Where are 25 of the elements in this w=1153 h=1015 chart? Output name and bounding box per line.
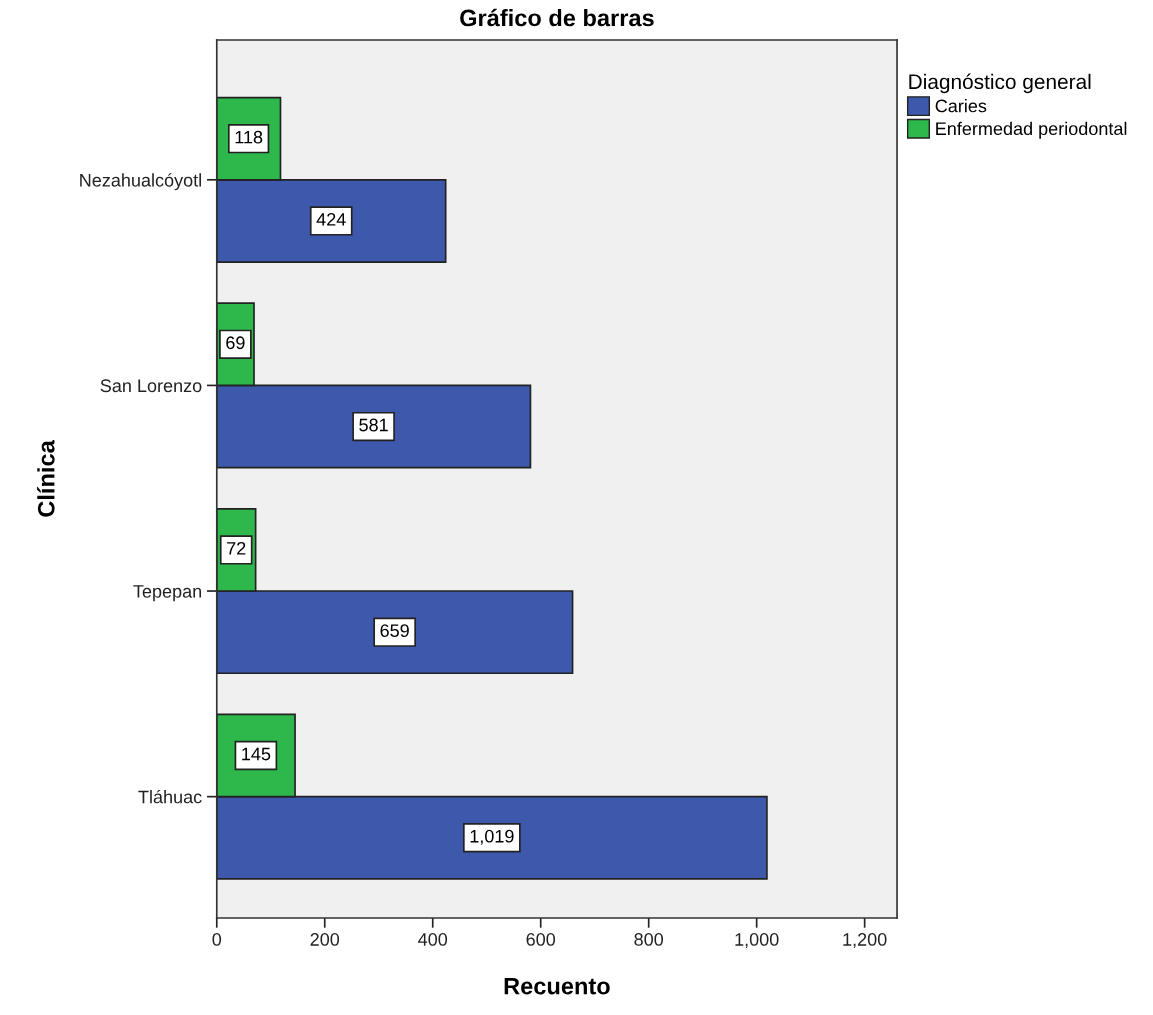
data-label: 659 xyxy=(380,624,409,638)
x-tick-label: 0 xyxy=(212,933,222,946)
data-label: 145 xyxy=(242,747,271,761)
x-tick-label: 600 xyxy=(526,933,556,946)
x-tick-label: 800 xyxy=(634,933,664,946)
x-tick-label: 1,200 xyxy=(843,933,887,948)
data-label: 424 xyxy=(316,212,346,226)
y-tick-label: San Lorenzo xyxy=(100,379,202,393)
data-label: 69 xyxy=(226,336,245,350)
y-tick-label: Tepepan xyxy=(133,585,202,602)
legend-label: Enfermedad periodontal xyxy=(936,121,1127,139)
x-tick-label: 400 xyxy=(418,933,448,946)
data-label: 1,019 xyxy=(470,829,514,845)
legend-title: Diagnóstico general xyxy=(909,73,1091,94)
data-label: 72 xyxy=(227,541,246,555)
y-axis-title: Clínica xyxy=(37,440,55,517)
x-tick-label: 200 xyxy=(310,933,340,946)
data-label: 581 xyxy=(359,418,388,432)
x-axis-title: Recuento xyxy=(504,978,610,995)
y-tick-label: Nezahualcóyotl xyxy=(80,173,201,191)
chart-title: Gráfico de barras xyxy=(460,8,654,27)
x-tick-label: 1,000 xyxy=(735,933,779,948)
legend-label: Caries xyxy=(935,99,987,113)
data-label: 118 xyxy=(235,130,263,144)
y-tick-label: Tláhuac xyxy=(138,789,202,804)
